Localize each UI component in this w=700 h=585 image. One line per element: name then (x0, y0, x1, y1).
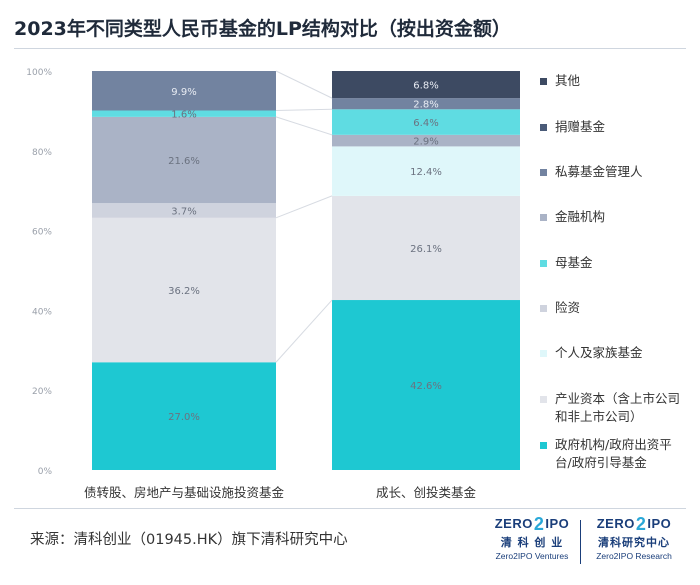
bar-segment (332, 300, 520, 470)
legend-label: 母基金 (555, 255, 593, 270)
legend-label: 金融机构 (555, 209, 606, 224)
legend-swatch (540, 260, 547, 267)
bar-segment (92, 203, 276, 218)
legend-item: 政府机构/政府出资平台/政府引导基金 (540, 436, 685, 472)
data-label: 6.4% (413, 118, 438, 129)
connector-line (275, 299, 333, 363)
legend-swatch (540, 169, 547, 176)
bar-segment (332, 71, 520, 99)
logo-cn-text: 清科研究中心 (598, 536, 670, 549)
source-note: 来源：清科创业（01945.HK）旗下清科研究中心 (30, 532, 348, 548)
data-label: 1.6% (171, 110, 196, 121)
legend-swatch (540, 78, 547, 85)
data-label: 3.7% (171, 206, 196, 217)
chart-title: 2023年不同类型人民币基金的LP结构对比（按出资金额） (14, 18, 511, 40)
legend-item: 母基金 (540, 254, 685, 272)
logo-divider (580, 520, 581, 564)
legend-item: 金融机构 (540, 208, 685, 226)
data-label: 12.4% (410, 167, 442, 178)
legend-label: 个人及家族基金 (555, 345, 643, 360)
logo-cn-text: 清 科 创 业 (500, 536, 564, 549)
data-label: 42.6% (410, 381, 442, 392)
legend-label: 险资 (555, 300, 581, 315)
bar-segment (332, 195, 520, 301)
data-label: 27.0% (168, 412, 200, 423)
logo-en-text: Zero2IPO Research (596, 551, 672, 561)
bar-segment (332, 146, 520, 196)
connector-line (275, 195, 333, 219)
legend-label: 政府机构/政府出资平台/政府引导基金 (555, 437, 672, 470)
data-label: 2.9% (413, 137, 438, 148)
stacked-bar-chart: 0% 20% 40% 60% 80% 100% 27.0% 36.2% 3.7% 21.6% 1.6… (26, 68, 520, 500)
connector-line (275, 116, 333, 136)
legend-item: 私募基金管理人 (540, 163, 685, 181)
y-tick-label: 40% (32, 307, 52, 317)
y-tick-label: 80% (32, 148, 52, 158)
data-label: 2.8% (413, 100, 438, 111)
connector-line (275, 70, 333, 99)
legend-item: 产业资本（含上市公司和非上市公司） (540, 390, 685, 426)
bar-segment (92, 110, 276, 117)
y-tick-label: 60% (32, 228, 52, 238)
y-tick-label: 20% (32, 387, 52, 397)
legend-label: 捐赠基金 (555, 119, 606, 134)
legend-swatch (540, 442, 547, 449)
y-tick-label: 100% (26, 68, 52, 78)
category-label: 债转股、房地产与基础设施投资基金 (84, 485, 285, 500)
category-label: 成长、创投类基金 (376, 485, 477, 500)
bar-segment (92, 217, 276, 363)
data-label: 21.6% (168, 156, 200, 167)
legend-label: 其他 (555, 73, 581, 88)
legend-swatch (540, 350, 547, 357)
legend-label: 产业资本（含上市公司和非上市公司） (555, 391, 681, 424)
logo-wordmark: ZERO 2 IPO (596, 513, 672, 534)
bar-segment (332, 109, 520, 135)
legend-item: 其他 (540, 72, 685, 90)
footer-divider (14, 508, 686, 509)
logo-wordmark: ZERO 2 IPO (494, 513, 570, 534)
legend-item: 险资 (540, 299, 685, 317)
legend-swatch (540, 396, 547, 403)
data-label: 6.8% (413, 81, 438, 92)
bar-segment (332, 98, 520, 110)
data-label: 9.9% (171, 87, 196, 98)
title-divider (14, 48, 686, 49)
legend-item: 个人及家族基金 (540, 344, 685, 362)
zero2ipo-research-logo: ZERO 2 IPO 清科研究中心 Zero2IPO Research (590, 513, 678, 562)
y-tick-label: 0% (38, 467, 53, 477)
data-label: 36.2% (168, 286, 200, 297)
legend-swatch (540, 305, 547, 312)
bar-segment (92, 362, 276, 470)
legend-swatch (540, 214, 547, 221)
bar-segment (92, 116, 276, 204)
logo-en-text: Zero2IPO Ventures (495, 551, 569, 561)
bar-segment (92, 71, 276, 111)
legend-swatch (540, 124, 547, 131)
data-label: 26.1% (410, 244, 442, 255)
zero2ipo-ventures-logo: ZERO 2 IPO 清 科 创 业 Zero2IPO Ventures (488, 513, 576, 562)
legend-item: 捐赠基金 (540, 118, 685, 136)
legend-label: 私募基金管理人 (555, 164, 643, 179)
connector-line (275, 108, 333, 112)
bar-segment (332, 134, 520, 147)
